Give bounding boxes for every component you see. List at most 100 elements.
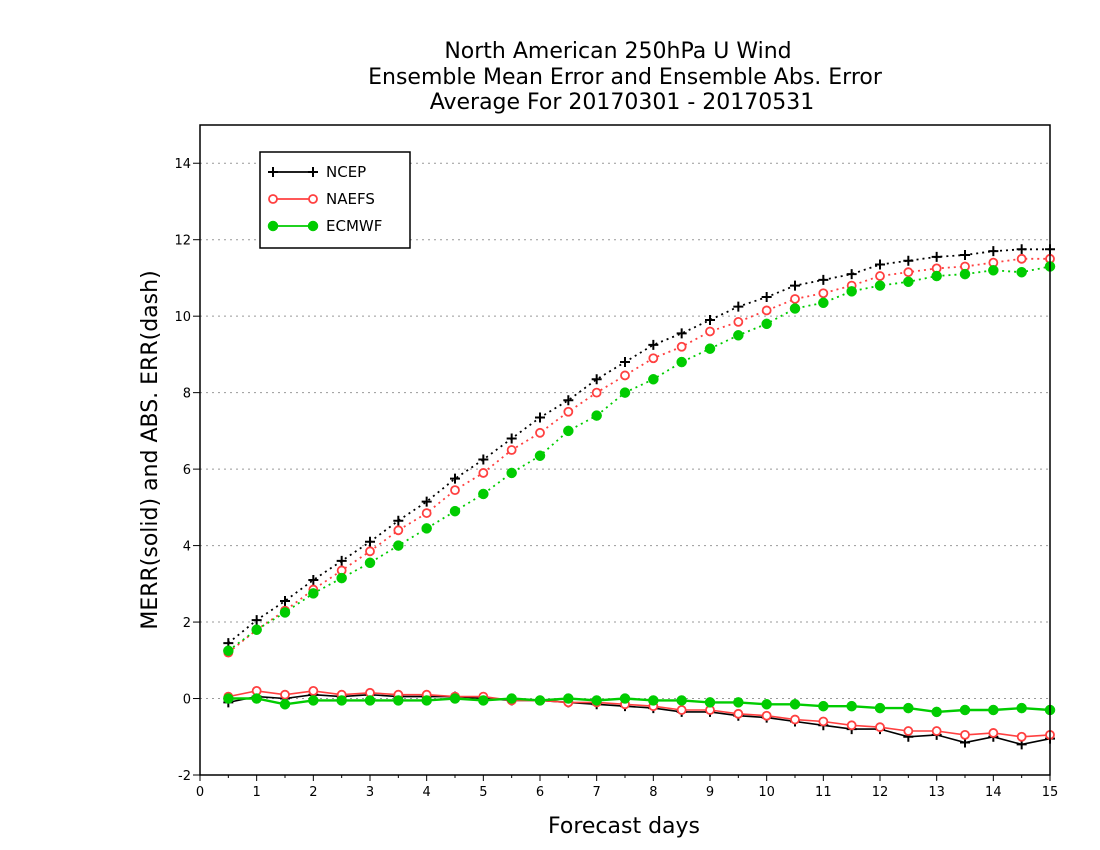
x-tick-label: 2 xyxy=(309,785,317,800)
ecmwf-mean-error-point xyxy=(988,704,999,716)
ecmwf-mean-error-point xyxy=(364,695,376,706)
naefs-mean-error-point xyxy=(931,726,942,736)
x-tick-label: 6 xyxy=(536,785,544,800)
ncep-abs-error-point xyxy=(676,328,687,339)
naefs-mean-error-line xyxy=(228,690,1051,738)
naefs-mean-error-point xyxy=(790,714,800,725)
ncep-abs-error-point xyxy=(733,301,744,312)
ecmwf-mean-error-point xyxy=(846,700,857,712)
ncep-abs-error-point xyxy=(506,433,517,444)
naefs-mean-error-point xyxy=(988,728,999,738)
ecmwf-mean-error-point xyxy=(336,695,347,706)
ncep-abs-error-point xyxy=(450,473,460,484)
series-ecmwf xyxy=(223,261,1056,718)
ncep-abs-error-point xyxy=(421,496,432,507)
ncep-abs-error-point xyxy=(478,454,489,465)
plot-frame xyxy=(199,124,1051,776)
legend-marker-naefs xyxy=(308,194,318,204)
naefs-abs-error-point xyxy=(365,546,375,557)
ecmwf-mean-error-point xyxy=(279,699,291,710)
legend-marker-ncep xyxy=(268,167,278,177)
naefs-mean-error-point xyxy=(846,720,857,731)
y-axis-label: MERR(solid) and ABS. ERR(dash) xyxy=(138,270,163,629)
naefs-mean-error-point xyxy=(875,722,885,733)
ecmwf-mean-error-point xyxy=(449,693,461,704)
ncep-abs-error-point xyxy=(903,255,914,266)
ncep-abs-error-point xyxy=(280,596,290,607)
ncep-abs-error-point xyxy=(563,395,574,406)
naefs-mean-error-point xyxy=(280,689,290,700)
ncep-mean-error-line xyxy=(228,693,1051,746)
x-tick-label: 5 xyxy=(479,785,487,800)
ecmwf-abs-error-point xyxy=(336,572,347,584)
ncep-abs-error-point xyxy=(705,315,715,325)
naefs-abs-error-point xyxy=(393,525,404,536)
legend-label-ecmwf: ECMWF xyxy=(326,217,382,235)
ecmwf-mean-error-point xyxy=(676,695,687,706)
naefs-abs-error-point xyxy=(903,267,914,278)
ecmwf-abs-error-point xyxy=(1016,266,1027,278)
naefs-mean-error-point xyxy=(960,729,970,740)
y-tick-label: 0 xyxy=(183,693,191,708)
ecmwf-abs-error-point xyxy=(733,330,744,341)
ncep-abs-error-point xyxy=(336,555,347,566)
y-tick-label: 2 xyxy=(183,616,191,631)
x-tick-label: 13 xyxy=(928,785,945,800)
ecmwf-abs-error-point xyxy=(619,387,631,398)
ecmwf-mean-error-point xyxy=(818,700,829,712)
ecmwf-abs-error-point xyxy=(393,540,404,551)
ecmwf-abs-error-point xyxy=(308,588,319,599)
naefs-abs-error-point xyxy=(450,485,460,496)
ecmwf-abs-error-point xyxy=(421,523,432,534)
ecmwf-abs-error-point xyxy=(789,303,801,314)
ecmwf-abs-error-point xyxy=(364,557,376,569)
naefs-abs-error-point xyxy=(591,387,602,398)
legend-marker-ncep xyxy=(308,167,318,177)
x-tick-label: 1 xyxy=(253,785,261,800)
x-tick-label: 8 xyxy=(649,785,657,800)
naefs-abs-error-point xyxy=(676,341,687,352)
ecmwf-mean-error-point xyxy=(704,697,716,708)
legend: NCEP NAEFS ECMWF xyxy=(259,151,411,249)
series-ncep xyxy=(223,244,1055,750)
ecmwf-abs-error-point xyxy=(251,624,262,635)
naefs-abs-error-point xyxy=(761,305,772,316)
ecmwf-mean-error-point xyxy=(308,695,319,706)
y-tick-label: 4 xyxy=(183,540,191,555)
ecmwf-abs-error-point xyxy=(506,467,517,479)
ncep-abs-error-point xyxy=(365,536,375,547)
x-tick-label: 0 xyxy=(196,785,204,800)
ncep-abs-error-point xyxy=(846,269,857,280)
ncep-abs-error-point xyxy=(818,274,829,285)
naefs-mean-error-point xyxy=(761,710,772,721)
ecmwf-abs-error-point xyxy=(534,450,546,461)
ncep-abs-error-point xyxy=(308,575,319,585)
legend-marker-naefs xyxy=(268,194,278,204)
ncep-abs-error-point xyxy=(761,292,772,303)
naefs-abs-error-point xyxy=(1016,253,1027,264)
ecmwf-mean-error-point xyxy=(223,693,234,704)
naefs-abs-error-point xyxy=(535,427,545,438)
ecmwf-abs-error-point xyxy=(478,488,489,500)
ecmwf-abs-error-point xyxy=(563,425,574,437)
ecmwf-abs-error-point xyxy=(931,270,942,282)
ecmwf-abs-error-line xyxy=(227,265,1051,652)
naefs-mean-error-point xyxy=(1016,731,1027,742)
ncep-abs-error-point xyxy=(1016,244,1027,255)
ecmwf-abs-error-point xyxy=(874,280,886,291)
ncep-abs-error-point xyxy=(535,412,545,423)
ecmwf-abs-error-point xyxy=(223,645,234,656)
chart-title: North American 250hPa U Wind Ensemble Me… xyxy=(368,39,883,115)
ecmwf-mean-error-point xyxy=(393,695,404,706)
x-tick-label: 12 xyxy=(872,785,889,800)
x-tick-label: 14 xyxy=(985,785,1002,800)
ncep-abs-error-point xyxy=(620,357,630,368)
ecmwf-mean-error-point xyxy=(619,693,631,704)
ecmwf-mean-error-point xyxy=(591,695,602,706)
y-tick-label: 12 xyxy=(174,234,191,249)
ecmwf-mean-error-point xyxy=(789,699,801,710)
naefs-abs-error-point xyxy=(563,406,574,417)
y-tick-label: -2 xyxy=(178,769,191,784)
x-axis-label: Forecast days xyxy=(548,814,700,839)
legend-label-ncep: NCEP xyxy=(326,163,366,181)
